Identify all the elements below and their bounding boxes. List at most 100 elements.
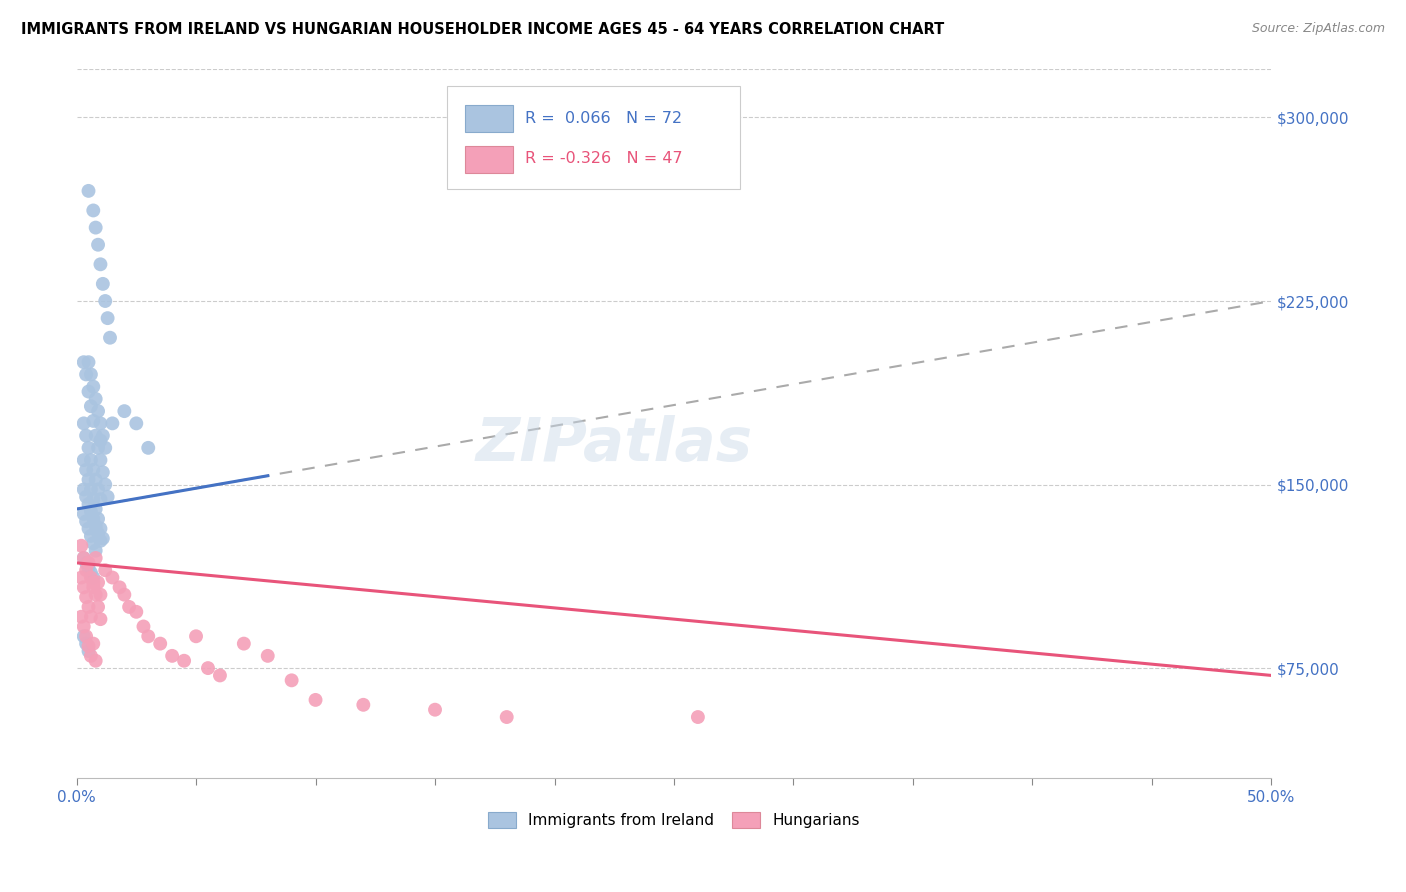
- Point: [91, 428, 114, 442]
- Point: [352, 698, 374, 712]
- Point: [84, 519, 107, 533]
- Point: [91, 532, 114, 546]
- Point: [80, 570, 103, 584]
- Point: [82, 580, 104, 594]
- Point: [82, 575, 104, 590]
- Point: [112, 588, 135, 602]
- Point: [80, 483, 103, 497]
- Point: [80, 368, 103, 382]
- Point: [304, 693, 326, 707]
- Point: [125, 417, 148, 431]
- Point: [87, 575, 110, 590]
- Point: [77, 556, 100, 570]
- Point: [84, 654, 107, 668]
- Point: [94, 293, 117, 308]
- Point: [87, 237, 110, 252]
- Point: [132, 619, 155, 633]
- Point: [80, 529, 103, 543]
- Point: [98, 331, 121, 345]
- Point: [89, 612, 111, 626]
- Point: [75, 514, 97, 528]
- Point: [77, 473, 100, 487]
- Point: [77, 522, 100, 536]
- Point: [77, 644, 100, 658]
- Point: [101, 570, 124, 584]
- Point: [94, 477, 117, 491]
- Point: [73, 580, 96, 594]
- Point: [149, 637, 172, 651]
- Point: [82, 637, 104, 651]
- Text: ZIPatlas: ZIPatlas: [475, 415, 752, 475]
- Point: [75, 563, 97, 577]
- Point: [84, 220, 107, 235]
- Point: [73, 551, 96, 566]
- Point: [73, 619, 96, 633]
- Point: [82, 414, 104, 428]
- Point: [77, 184, 100, 198]
- Point: [686, 710, 709, 724]
- Point: [87, 526, 110, 541]
- Point: [80, 566, 103, 580]
- Point: [73, 507, 96, 521]
- FancyBboxPatch shape: [447, 87, 740, 189]
- Point: [89, 533, 111, 548]
- Point: [208, 668, 231, 682]
- Point: [94, 441, 117, 455]
- Point: [80, 609, 103, 624]
- Point: [73, 355, 96, 369]
- Point: [112, 404, 135, 418]
- Point: [73, 629, 96, 643]
- Point: [75, 556, 97, 570]
- Point: [89, 492, 111, 507]
- Point: [84, 588, 107, 602]
- Point: [80, 399, 103, 413]
- Point: [97, 311, 120, 326]
- Point: [82, 379, 104, 393]
- Point: [70, 539, 93, 553]
- FancyBboxPatch shape: [465, 146, 513, 173]
- Point: [87, 483, 110, 497]
- Point: [136, 441, 159, 455]
- Point: [82, 512, 104, 526]
- Point: [94, 563, 117, 577]
- Point: [77, 384, 100, 399]
- Point: [77, 355, 100, 369]
- Point: [184, 629, 207, 643]
- Point: [256, 648, 278, 663]
- Text: Source: ZipAtlas.com: Source: ZipAtlas.com: [1251, 22, 1385, 36]
- Point: [495, 710, 517, 724]
- Point: [80, 453, 103, 467]
- Point: [82, 536, 104, 550]
- Point: [173, 654, 195, 668]
- Point: [91, 466, 114, 480]
- Point: [84, 543, 107, 558]
- Point: [84, 428, 107, 442]
- Point: [91, 277, 114, 291]
- Point: [82, 203, 104, 218]
- Point: [101, 417, 124, 431]
- Point: [75, 637, 97, 651]
- Point: [84, 551, 107, 566]
- Point: [77, 599, 100, 614]
- Point: [75, 368, 97, 382]
- Point: [89, 522, 111, 536]
- Point: [73, 453, 96, 467]
- Point: [73, 551, 96, 566]
- Point: [197, 661, 219, 675]
- Point: [80, 648, 103, 663]
- Point: [423, 703, 446, 717]
- Legend: Immigrants from Ireland, Hungarians: Immigrants from Ireland, Hungarians: [482, 806, 866, 834]
- Point: [75, 428, 97, 442]
- Point: [280, 673, 302, 688]
- Point: [232, 637, 254, 651]
- Point: [73, 417, 96, 431]
- Point: [125, 605, 148, 619]
- Point: [75, 463, 97, 477]
- Point: [77, 497, 100, 511]
- Point: [89, 453, 111, 467]
- Point: [75, 490, 97, 504]
- Point: [118, 599, 141, 614]
- Point: [82, 570, 104, 584]
- Text: R =  0.066   N = 72: R = 0.066 N = 72: [524, 111, 682, 126]
- Point: [70, 609, 93, 624]
